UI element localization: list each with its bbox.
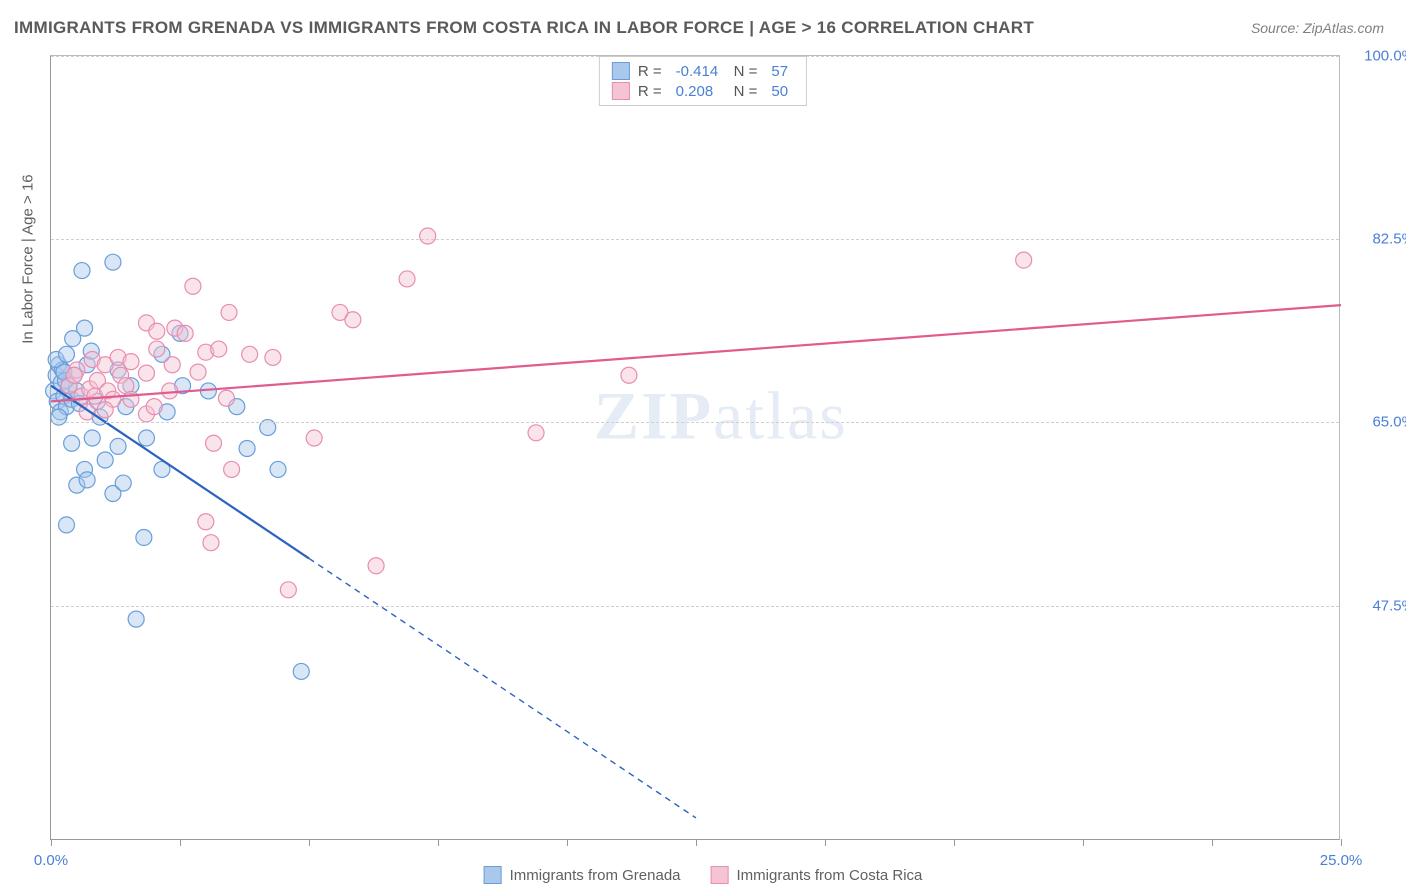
- data-point: [136, 529, 152, 545]
- legend-row: R = -0.414 N = 57: [612, 61, 794, 81]
- data-point: [58, 517, 74, 533]
- data-point: [211, 341, 227, 357]
- data-point: [77, 320, 93, 336]
- data-point: [270, 461, 286, 477]
- data-point: [528, 425, 544, 441]
- data-point: [97, 452, 113, 468]
- x-tick: [51, 839, 52, 846]
- y-tick-label: 82.5%: [1351, 231, 1406, 248]
- x-tick: [567, 839, 568, 846]
- x-tick: [309, 839, 310, 846]
- series-legend-item: Immigrants from Grenada: [484, 866, 681, 884]
- series-legend-item: Immigrants from Costa Rica: [711, 866, 923, 884]
- data-point: [97, 402, 113, 418]
- series-legend: Immigrants from Grenada Immigrants from C…: [484, 866, 923, 884]
- x-tick: [438, 839, 439, 846]
- data-point: [185, 278, 201, 294]
- data-point: [74, 263, 90, 279]
- data-point: [345, 312, 361, 328]
- grid-line: [51, 239, 1339, 240]
- data-point: [128, 611, 144, 627]
- legend-n-label: N =: [734, 63, 758, 80]
- legend-swatch: [484, 866, 502, 884]
- data-point: [138, 365, 154, 381]
- data-point: [138, 430, 154, 446]
- data-point: [399, 271, 415, 287]
- data-point: [105, 254, 121, 270]
- data-point: [368, 558, 384, 574]
- data-point: [621, 367, 637, 383]
- grid-line: [51, 606, 1339, 607]
- data-point: [66, 367, 82, 383]
- x-tick: [954, 839, 955, 846]
- x-tick: [825, 839, 826, 846]
- trend-line-extrapolated: [309, 558, 696, 818]
- data-point: [420, 228, 436, 244]
- y-axis-label: In Labor Force | Age > 16: [20, 174, 37, 343]
- legend-swatch: [612, 62, 630, 80]
- source-attribution: Source: ZipAtlas.com: [1251, 20, 1384, 36]
- data-point: [265, 349, 281, 365]
- data-point: [123, 391, 139, 407]
- legend-n-label: N =: [734, 83, 758, 100]
- data-point: [149, 341, 165, 357]
- x-tick: [696, 839, 697, 846]
- x-tick-label: 0.0%: [34, 852, 68, 869]
- legend-n-value: 50: [765, 83, 794, 100]
- legend-r-label: R =: [638, 63, 662, 80]
- data-point: [306, 430, 322, 446]
- legend-row: R = 0.208 N = 50: [612, 81, 794, 101]
- data-point: [1016, 252, 1032, 268]
- chart-plot-area: ZIPatlas 47.5%65.0%82.5%100.0%0.0%25.0%: [50, 55, 1340, 840]
- y-tick-label: 100.0%: [1351, 48, 1406, 65]
- legend-n-value: 57: [765, 63, 794, 80]
- series-name: Immigrants from Grenada: [510, 867, 681, 884]
- data-point: [149, 323, 165, 339]
- x-tick: [1212, 839, 1213, 846]
- data-point: [224, 461, 240, 477]
- data-point: [115, 475, 131, 491]
- data-point: [218, 390, 234, 406]
- data-point: [198, 514, 214, 530]
- data-point: [123, 354, 139, 370]
- x-tick: [1083, 839, 1084, 846]
- y-tick-label: 65.0%: [1351, 414, 1406, 431]
- data-point: [280, 582, 296, 598]
- legend-r-value: 0.208: [670, 83, 726, 100]
- x-tick-label: 25.0%: [1320, 852, 1363, 869]
- x-tick: [180, 839, 181, 846]
- x-tick: [1341, 839, 1342, 846]
- legend-r-value: -0.414: [670, 63, 726, 80]
- data-point: [203, 535, 219, 551]
- data-point: [110, 438, 126, 454]
- data-point: [146, 399, 162, 415]
- scatter-plot-svg: [51, 56, 1341, 841]
- data-point: [239, 441, 255, 457]
- data-point: [164, 357, 180, 373]
- data-point: [221, 304, 237, 320]
- data-point: [58, 346, 74, 362]
- series-name: Immigrants from Costa Rica: [737, 867, 923, 884]
- data-point: [177, 325, 193, 341]
- legend-swatch: [612, 82, 630, 100]
- data-point: [190, 364, 206, 380]
- grid-line: [51, 422, 1339, 423]
- y-tick-label: 47.5%: [1351, 597, 1406, 614]
- legend-r-label: R =: [638, 83, 662, 100]
- data-point: [206, 435, 222, 451]
- data-point: [162, 383, 178, 399]
- chart-title: IMMIGRANTS FROM GRENADA VS IMMIGRANTS FR…: [14, 18, 1034, 38]
- data-point: [242, 346, 258, 362]
- data-point: [79, 472, 95, 488]
- legend-swatch: [711, 866, 729, 884]
- correlation-legend: R = -0.414 N = 57 R = 0.208 N = 50: [599, 56, 807, 106]
- data-point: [293, 663, 309, 679]
- data-point: [64, 435, 80, 451]
- data-point: [84, 430, 100, 446]
